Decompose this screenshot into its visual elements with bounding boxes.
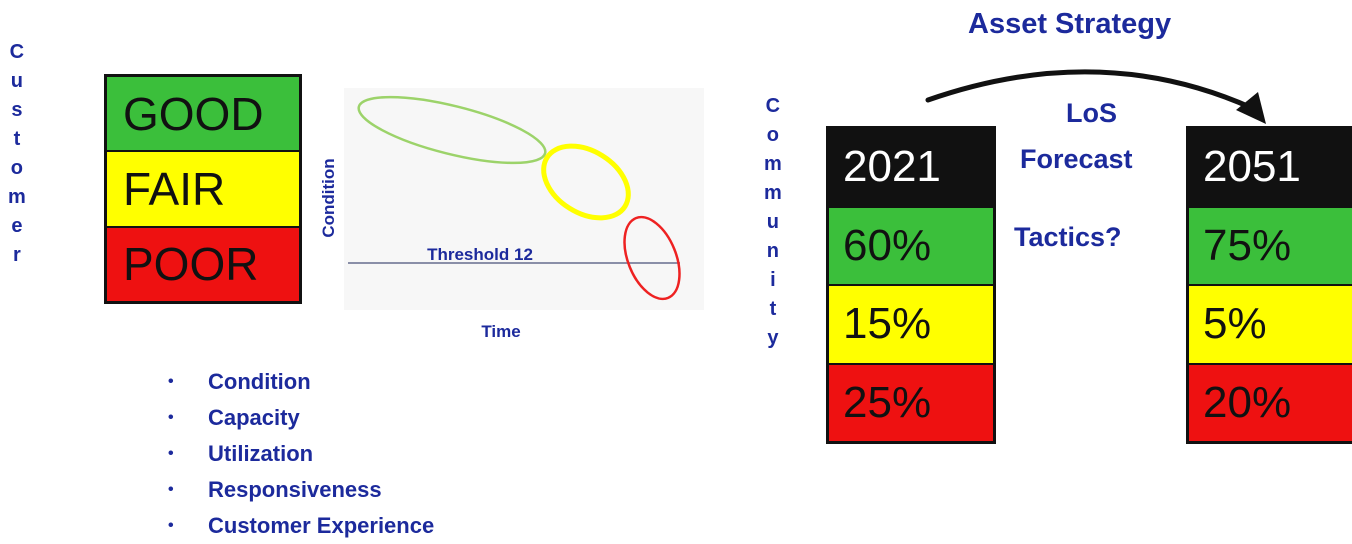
list-item-label: Condition xyxy=(208,369,311,394)
list-item-label: Customer Experience xyxy=(208,513,435,538)
community-letter: m xyxy=(764,182,782,204)
list-item: • Capacity xyxy=(160,400,434,436)
community-letter: i xyxy=(770,269,776,291)
curved-arrow-icon xyxy=(925,69,1266,124)
list-item-label: Capacity xyxy=(208,405,300,430)
year-2021-column: 2021 60% 15% 25% xyxy=(826,126,996,444)
rating-good: GOOD xyxy=(107,77,299,151)
customer-vertical-label: C u s t o m e r xyxy=(8,38,26,270)
community-letter: n xyxy=(766,240,779,262)
community-letter: y xyxy=(767,327,779,349)
x-axis-label: Time xyxy=(481,322,520,341)
list-item-label: Responsiveness xyxy=(208,477,382,502)
list-item-label: Utilization xyxy=(208,441,314,466)
customer-letter: e xyxy=(11,215,23,237)
rating-fair: FAIR xyxy=(107,150,299,226)
chart-background xyxy=(344,88,704,310)
bullet-icon: • xyxy=(168,373,174,390)
bullet-icon: • xyxy=(168,445,174,462)
year-2051-good: 75% xyxy=(1189,205,1352,284)
customer-letter: r xyxy=(13,244,21,266)
y-axis-label: Condition xyxy=(319,158,338,237)
list-item: • Responsiveness xyxy=(160,472,434,508)
community-letter: o xyxy=(766,124,779,146)
year-2051-fair: 5% xyxy=(1189,284,1352,363)
community-letter: u xyxy=(766,211,779,233)
community-letter: C xyxy=(765,95,781,117)
bullet-icon: • xyxy=(168,517,174,534)
forecast-label: Forecast xyxy=(1020,144,1133,174)
rating-poor: POOR xyxy=(107,225,299,301)
customer-letter: u xyxy=(10,70,23,92)
year-2021-poor: 25% xyxy=(829,362,993,441)
community-letter: m xyxy=(764,153,782,175)
year-2021-header: 2021 xyxy=(829,129,993,206)
los-label: LoS xyxy=(1066,98,1117,128)
fair-phase-ellipse xyxy=(541,143,631,221)
customer-letter: o xyxy=(10,157,23,179)
customer-letter: s xyxy=(11,99,23,121)
poor-phase-ellipse xyxy=(623,215,681,301)
year-2051-poor: 20% xyxy=(1189,362,1352,441)
year-2051-header: 2051 xyxy=(1189,129,1352,206)
bullet-icon: • xyxy=(168,409,174,426)
community-vertical-label: C o m m u n i t y xyxy=(764,92,782,353)
year-2021-fair: 15% xyxy=(829,284,993,363)
los-criteria-list: • Condition • Capacity • Utilization • Respo… xyxy=(160,364,434,544)
rating-scale-box: GOOD FAIR POOR xyxy=(104,74,302,304)
year-2051-column: 2051 75% 5% 20% xyxy=(1186,126,1352,444)
list-item: • Customer Experience xyxy=(160,508,434,544)
condition-over-time-chart: Condition Threshold 12 Time xyxy=(308,78,708,360)
asset-strategy-title: Asset Strategy xyxy=(968,8,1172,40)
bullet-icon: • xyxy=(168,481,174,498)
list-item: • Condition xyxy=(160,364,434,400)
customer-letter: m xyxy=(8,186,26,208)
threshold-label: Threshold 12 xyxy=(427,245,533,264)
good-phase-ellipse xyxy=(357,95,547,165)
list-item: • Utilization xyxy=(160,436,434,472)
tactics-label: Tactics? xyxy=(1014,222,1122,252)
condition-chart-svg: Condition Threshold 12 Time xyxy=(319,88,704,341)
customer-letter: C xyxy=(9,41,25,63)
community-letter: t xyxy=(769,298,777,320)
customer-letter: t xyxy=(13,128,21,150)
year-2021-good: 60% xyxy=(829,205,993,284)
